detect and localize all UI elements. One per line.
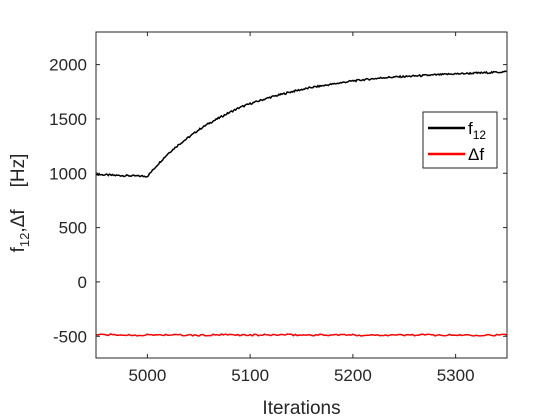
x-tick-label: 5100 [231,366,269,385]
legend-label-sub: 12 [473,128,487,142]
y-axis-label-units: [Hz] [8,154,29,188]
legend-label: f12 [468,119,486,142]
x-axis-label: Iterations [262,398,340,419]
y-axis-label: f12,Δf [Hz] [8,154,32,253]
series-line-delta-f [95,333,508,337]
legend-box [422,111,498,169]
series-lines [95,70,508,337]
y-tick-label: 1500 [49,110,87,129]
y-tick-label: 0 [78,273,87,292]
x-tick-label: 5000 [128,366,166,385]
x-tick-label: 5200 [334,366,372,385]
plot-frame [95,31,508,359]
y-tick-label: 500 [59,219,87,238]
series-line-f12 [95,70,508,178]
y-tick-label: -500 [53,327,87,346]
y-tick-label: 2000 [49,56,87,75]
y-tick-label: 1000 [49,164,87,183]
legend-label: Δf [468,145,484,164]
y-axis-label-f: f [8,246,29,252]
y-axis-label-sub: 12 [17,233,32,247]
legend-label-base: Δf [468,145,484,164]
axes: 5000 5100 5200 5300 -500 0 500 1000 1500 2000 [49,31,508,385]
x-tick-label: 5300 [437,366,475,385]
legend-label-base: f [468,119,473,138]
y-axis-label-rest: ,Δf [8,209,29,233]
legend: f12 Δf [422,111,498,169]
axis-labels: Iterations f12,Δf [Hz] [8,154,341,419]
